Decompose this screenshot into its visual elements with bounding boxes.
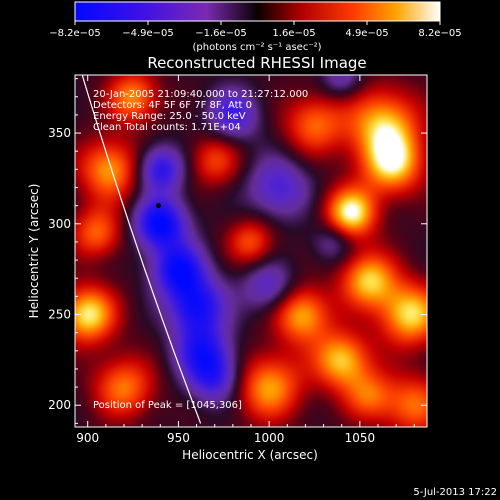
y-tick-label: 200 — [48, 398, 71, 412]
colorbar-tick-label: −8.2e−05 — [49, 28, 101, 39]
energy-range-text: Energy Range: 25.0 - 50.0 keV — [93, 111, 246, 122]
heatmap-image — [75, 75, 427, 427]
total-counts-text: Clean Total counts: 1.71E+04 — [93, 122, 241, 133]
peak-position-text: Position of Peak = [1045,306] — [93, 400, 242, 411]
x-tick-label: 900 — [76, 431, 99, 445]
x-tick-label: 950 — [167, 431, 190, 445]
x-axis: 900 950 1000 1050 — [76, 75, 415, 445]
y-tick-label: 300 — [48, 217, 71, 231]
y-axis-label: Heliocentric Y (arcsec) — [27, 184, 41, 319]
detectors-text: Detectors: 4F 5F 6F 7F 8F, Att 0 — [93, 100, 252, 111]
x-tick-label: 1050 — [345, 431, 376, 445]
time-range-text: 20-Jan-2005 21:09:40.000 to 21:27:12.000 — [93, 89, 308, 100]
y-tick-label: 250 — [48, 308, 71, 322]
footer-timestamp: 5-Jul-2013 17:22 — [413, 487, 497, 498]
y-axis: 200 250 300 350 — [48, 78, 427, 424]
colorbar-tick-label: 8.2e−05 — [418, 28, 461, 39]
colorbar-tick-label: 1.6e−05 — [272, 28, 315, 39]
x-axis-label: Heliocentric X (arcsec) — [182, 448, 318, 462]
colorbar-unit-label: (photons cm⁻² s⁻¹ asec⁻²) — [192, 42, 321, 53]
plot-annotations: 20-Jan-2005 21:09:40.000 to 21:27:12.000… — [93, 89, 308, 411]
y-tick-label: 350 — [48, 126, 71, 140]
plot-area: 20-Jan-2005 21:09:40.000 to 21:27:12.000… — [48, 74, 428, 445]
colorbar-tick-label: −1.6e−05 — [195, 28, 247, 39]
peak-marker — [155, 203, 161, 209]
colorbar-gradient — [74, 1, 441, 22]
colorbar-tick-label: 4.9e−05 — [345, 28, 388, 39]
chart-title: Reconstructed RHESSI Image — [147, 54, 366, 72]
solar-limb-line — [81, 75, 202, 424]
colorbar-tick-label: −4.9e−05 — [122, 28, 174, 39]
x-tick-label: 1000 — [254, 431, 285, 445]
colorbar: −8.2e−05 −4.9e−05 −1.6e−05 1.6e−05 4.9e−05 8.… — [49, 1, 462, 53]
